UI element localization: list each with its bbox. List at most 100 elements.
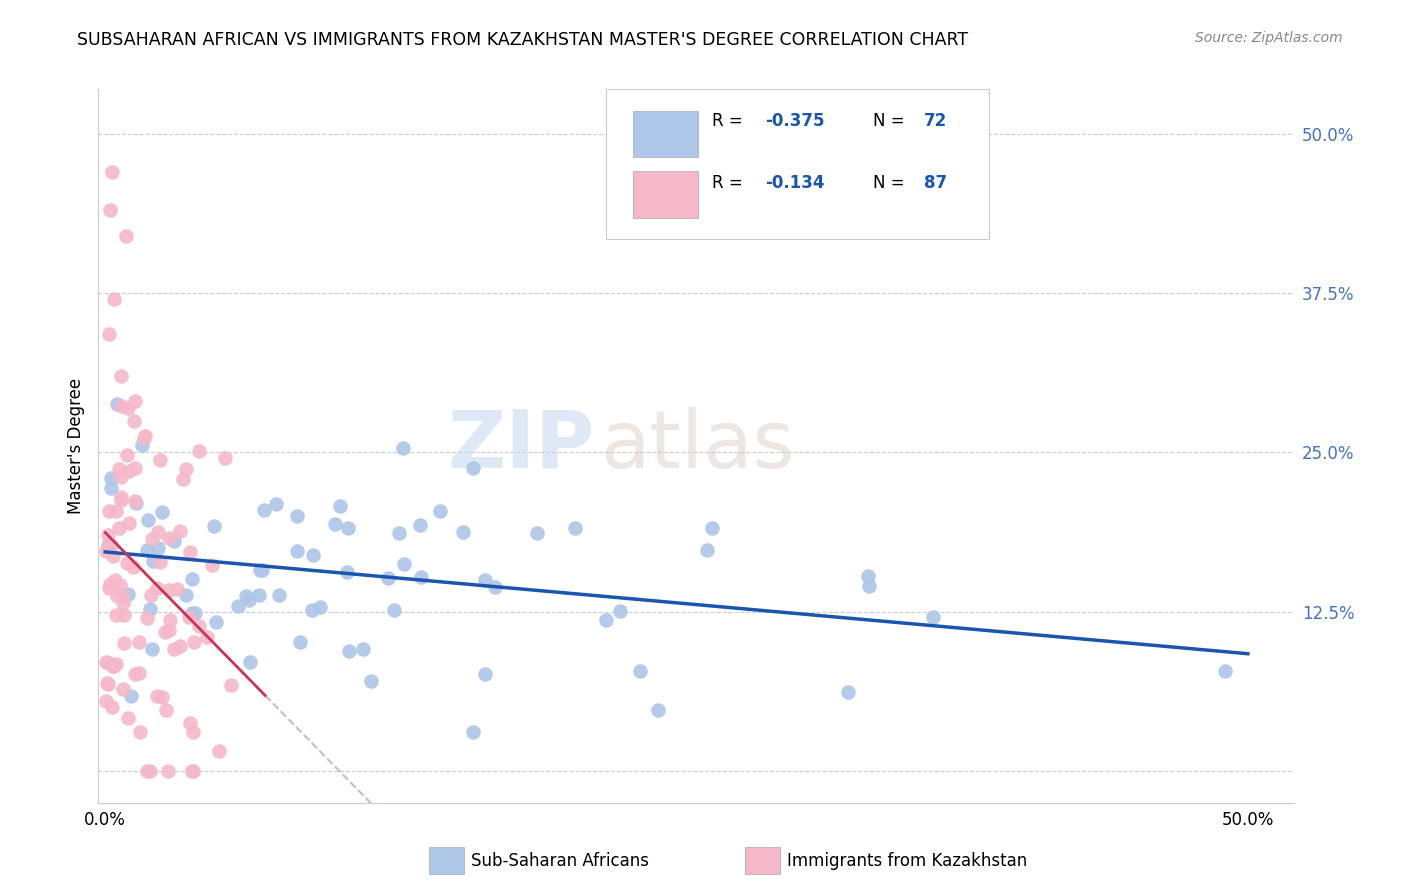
Point bbox=[96, 676, 118, 690]
Point bbox=[149, 555, 172, 569]
Text: N =: N = bbox=[873, 175, 910, 193]
Point bbox=[179, 716, 201, 731]
Point bbox=[176, 588, 198, 602]
Point bbox=[451, 524, 474, 539]
Point bbox=[122, 560, 145, 574]
Point bbox=[202, 519, 225, 533]
Point bbox=[205, 615, 228, 630]
Point bbox=[153, 625, 176, 640]
Point bbox=[104, 574, 127, 588]
Point bbox=[169, 524, 191, 538]
Point bbox=[388, 525, 411, 540]
Point bbox=[474, 667, 496, 681]
Point bbox=[98, 504, 121, 518]
Point bbox=[136, 543, 159, 558]
Point bbox=[253, 503, 276, 517]
Point bbox=[285, 509, 308, 524]
Point bbox=[169, 640, 191, 654]
Point bbox=[181, 725, 204, 739]
Point bbox=[647, 703, 669, 717]
Point bbox=[856, 569, 879, 583]
Point bbox=[247, 589, 270, 603]
Point bbox=[104, 608, 127, 623]
Point bbox=[135, 611, 157, 625]
Point bbox=[461, 725, 484, 739]
Point bbox=[118, 464, 141, 478]
Point bbox=[110, 368, 132, 383]
Point bbox=[115, 228, 138, 243]
Point bbox=[187, 619, 209, 633]
Point bbox=[114, 635, 136, 649]
Point bbox=[195, 630, 218, 644]
Point bbox=[235, 589, 257, 603]
Point bbox=[150, 505, 173, 519]
Point bbox=[97, 677, 120, 691]
Point bbox=[264, 497, 287, 511]
Point bbox=[250, 563, 273, 577]
Y-axis label: Master's Degree: Master's Degree bbox=[66, 378, 84, 514]
Point bbox=[484, 580, 506, 594]
Point bbox=[115, 557, 138, 571]
Point bbox=[105, 590, 128, 604]
Point bbox=[97, 528, 120, 542]
Point bbox=[392, 557, 415, 571]
Point bbox=[105, 504, 128, 518]
Point bbox=[108, 520, 131, 534]
Point bbox=[112, 596, 135, 610]
Point bbox=[474, 573, 496, 587]
Point bbox=[110, 490, 132, 504]
Point bbox=[117, 587, 139, 601]
Point bbox=[628, 664, 651, 678]
Text: Immigrants from Kazakhstan: Immigrants from Kazakhstan bbox=[787, 852, 1028, 870]
Point bbox=[141, 642, 163, 657]
Point bbox=[382, 602, 405, 616]
Point bbox=[103, 293, 125, 307]
Text: R =: R = bbox=[711, 112, 748, 130]
Point bbox=[100, 471, 122, 485]
FancyBboxPatch shape bbox=[606, 89, 988, 239]
Point bbox=[226, 599, 249, 613]
Point bbox=[700, 521, 723, 535]
Point bbox=[148, 525, 170, 540]
Point bbox=[181, 606, 204, 620]
Point bbox=[219, 678, 242, 692]
Point bbox=[183, 634, 205, 648]
Point bbox=[115, 448, 138, 462]
Text: N =: N = bbox=[873, 112, 910, 130]
Text: -0.375: -0.375 bbox=[765, 112, 825, 130]
Point bbox=[146, 689, 169, 703]
Point bbox=[188, 444, 211, 458]
Point bbox=[101, 658, 124, 673]
FancyBboxPatch shape bbox=[633, 171, 699, 218]
Point bbox=[267, 588, 290, 602]
Point bbox=[352, 641, 374, 656]
Point bbox=[301, 548, 323, 562]
Point bbox=[120, 689, 142, 703]
Point bbox=[112, 681, 135, 696]
Point bbox=[163, 641, 186, 656]
Point bbox=[125, 496, 148, 510]
Point bbox=[101, 659, 124, 673]
Point bbox=[1213, 664, 1236, 678]
Point bbox=[110, 469, 132, 483]
Text: atlas: atlas bbox=[600, 407, 794, 485]
Point bbox=[96, 544, 118, 558]
Point bbox=[360, 674, 382, 689]
Text: SUBSAHARAN AFRICAN VS IMMIGRANTS FROM KAZAKHSTAN MASTER'S DEGREE CORRELATION CHA: SUBSAHARAN AFRICAN VS IMMIGRANTS FROM KA… bbox=[77, 31, 969, 49]
Point bbox=[214, 450, 236, 465]
Point bbox=[129, 725, 152, 739]
Text: ZIP: ZIP bbox=[447, 407, 595, 485]
Point bbox=[112, 607, 135, 622]
Point bbox=[136, 764, 159, 778]
Point bbox=[100, 538, 122, 552]
Point bbox=[128, 635, 150, 649]
Point bbox=[336, 565, 359, 579]
Point bbox=[157, 583, 180, 598]
Point bbox=[117, 401, 139, 416]
Point bbox=[108, 462, 131, 476]
Point bbox=[238, 593, 260, 607]
Point bbox=[409, 570, 432, 584]
Point bbox=[429, 504, 451, 518]
Point bbox=[166, 582, 188, 596]
Point bbox=[128, 665, 150, 680]
